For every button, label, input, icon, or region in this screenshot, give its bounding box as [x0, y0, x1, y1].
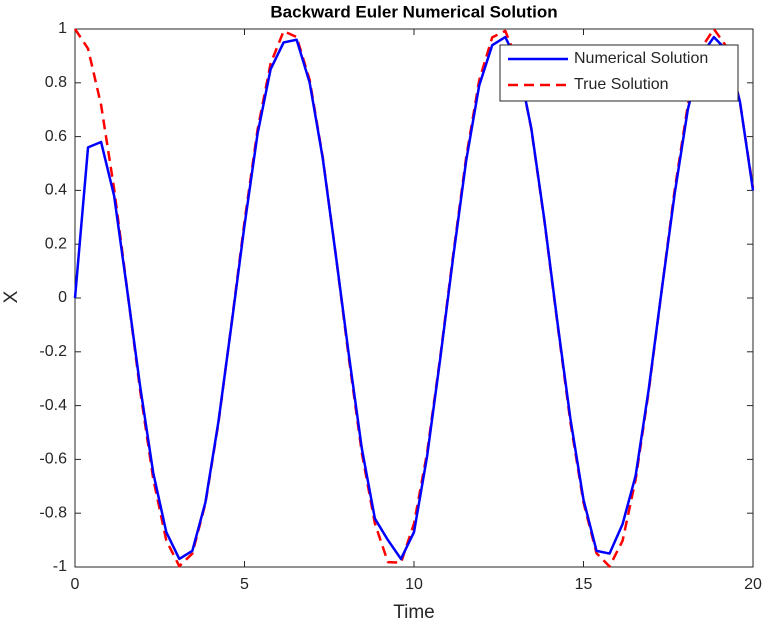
- legend-label: Numerical Solution: [574, 50, 708, 67]
- x-tick-label: 5: [240, 576, 249, 593]
- series-line: [73, 35, 755, 561]
- y-tick-label: -0.6: [39, 451, 67, 468]
- y-tick-label: 0: [58, 289, 67, 306]
- legend-box: [499, 44, 739, 102]
- y-tick-label: 0.4: [45, 182, 67, 199]
- y-tick-label: -1: [53, 558, 67, 575]
- y-tick-label: 0.8: [45, 74, 67, 91]
- x-tick-label: 0: [71, 576, 80, 593]
- x-tick-label: 15: [575, 576, 593, 593]
- chart-title: Backward Euler Numerical Solution: [270, 2, 557, 21]
- y-tick-label: 0.2: [45, 235, 67, 252]
- y-tick-label: 0.6: [45, 128, 67, 145]
- y-axis-label: X: [1, 290, 22, 303]
- y-tick-label: -0.4: [39, 397, 67, 414]
- y-tick-label: -0.2: [39, 343, 67, 360]
- legend-label: True Solution: [574, 76, 669, 93]
- x-tick-label: 10: [405, 576, 423, 593]
- plot-area: [74, 28, 754, 568]
- x-tick-label: 20: [744, 576, 762, 593]
- x-axis-label: Time: [393, 602, 435, 623]
- y-tick-label: -0.8: [39, 504, 67, 521]
- y-tick-label: 1: [58, 20, 67, 37]
